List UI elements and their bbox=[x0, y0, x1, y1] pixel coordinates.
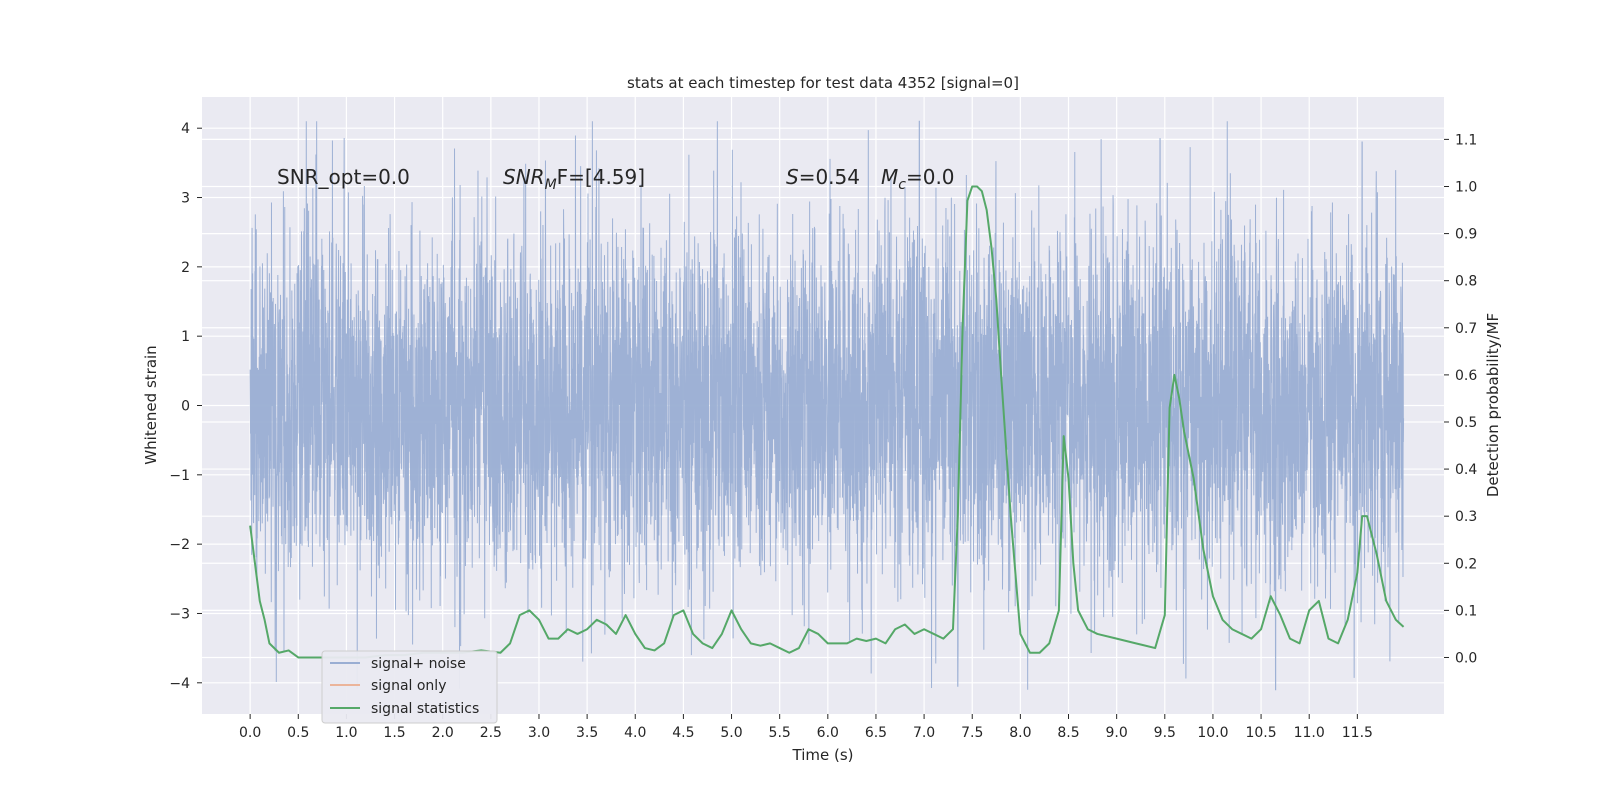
annotation-mc-sub: c bbox=[898, 177, 906, 193]
x-tick-label: 5.0 bbox=[720, 725, 742, 741]
x-tick-label: 11.5 bbox=[1342, 725, 1373, 741]
x-tick-label: 5.5 bbox=[769, 725, 791, 741]
y2-tick-label: 1.0 bbox=[1455, 179, 1477, 195]
y2-tick-label: 0.3 bbox=[1455, 509, 1477, 525]
x-axis-title: Time (s) bbox=[792, 746, 854, 764]
y-tick-label: −3 bbox=[169, 606, 190, 622]
x-tick-label: 8.5 bbox=[1057, 725, 1079, 741]
y2-tick-label: 0.0 bbox=[1455, 650, 1477, 666]
x-tick-label: 4.5 bbox=[672, 725, 694, 741]
x-tick-label: 3.0 bbox=[528, 725, 550, 741]
y2-tick-label: 0.6 bbox=[1455, 368, 1477, 384]
legend-label-signal-statistics: signal statistics bbox=[371, 701, 479, 717]
x-tick-label: 0.0 bbox=[239, 725, 261, 741]
y2-tick-label: 0.9 bbox=[1455, 227, 1477, 243]
y-tick-label: 3 bbox=[181, 191, 190, 207]
y2-tick-label: 1.1 bbox=[1455, 132, 1477, 148]
annotation-s-symbol: S bbox=[786, 165, 799, 189]
chart-title: stats at each timestep for test data 435… bbox=[627, 74, 1019, 92]
x-tick-label: 11.0 bbox=[1294, 725, 1325, 741]
x-tick-label: 10.0 bbox=[1197, 725, 1228, 741]
x-tick-label: 9.0 bbox=[1106, 725, 1128, 741]
x-tick-label: 2.0 bbox=[432, 725, 454, 741]
legend-label-signal-noise: signal+ noise bbox=[371, 656, 466, 672]
x-tick-label: 2.5 bbox=[480, 725, 502, 741]
y2-tick-label: 0.1 bbox=[1455, 603, 1477, 619]
series-signal-statistics bbox=[249, 185, 1405, 659]
annotation-snr-mf-sub: M bbox=[545, 177, 557, 193]
x-tick-label: 7.5 bbox=[961, 725, 983, 741]
legend-box bbox=[321, 650, 498, 724]
axes: 0.0 0.5 1.0 1.5 2.0 2.5 3.0 3.5 4.0 4.5 5.0 5.5 6.0 6… bbox=[169, 121, 1477, 741]
y2-axis-title: Detection probability/MF bbox=[1484, 313, 1502, 497]
x-tick-label: 6.5 bbox=[865, 725, 887, 741]
annotation-mc-symbol: M bbox=[881, 165, 898, 189]
y-tick-label: 4 bbox=[181, 121, 190, 137]
y2-tick-label: 0.5 bbox=[1455, 415, 1477, 431]
y-tick-label: −4 bbox=[169, 676, 190, 692]
legend: signal+ noise signal only signal statist… bbox=[321, 650, 498, 724]
y2-tick-label: 0.7 bbox=[1455, 321, 1477, 337]
x-tick-label: 4.0 bbox=[624, 725, 646, 741]
annotation-mc: Mc=0.0 bbox=[881, 165, 955, 193]
y2-tick-label: 0.2 bbox=[1455, 556, 1477, 572]
series-signal-noise bbox=[249, 120, 1405, 691]
x-tick-label: 6.0 bbox=[817, 725, 839, 741]
y2-tick-label: 0.8 bbox=[1455, 274, 1477, 290]
annotation-snr-opt: SNR_opt=0.0 bbox=[277, 165, 410, 189]
y-tick-label: 2 bbox=[181, 260, 190, 276]
annotation-s-value: =0.54 bbox=[799, 165, 860, 189]
y-tick-label: 1 bbox=[181, 329, 190, 345]
signal-noise-line bbox=[249, 120, 1405, 691]
signal-statistics-line bbox=[249, 185, 1405, 659]
x-tick-label: 0.5 bbox=[287, 725, 309, 741]
annotation-snr-mf: SNRMF=[4.59] bbox=[503, 165, 645, 193]
x-tick-label: 1.0 bbox=[335, 725, 357, 741]
annotation-mc-value: =0.0 bbox=[906, 165, 955, 189]
annotation-snr-mf-rest: F=[4.59] bbox=[557, 165, 645, 189]
y-tick-label: −1 bbox=[169, 468, 190, 484]
y-axis-title: Whitened strain bbox=[142, 345, 160, 464]
x-tick-label: 1.5 bbox=[383, 725, 405, 741]
x-tick-label: 7.0 bbox=[913, 725, 935, 741]
y-tick-label: −2 bbox=[169, 537, 190, 553]
annotation-s: S=0.54 bbox=[786, 165, 860, 189]
annotation-snr-mf-base: SNR bbox=[503, 165, 545, 189]
y-tick-label: 0 bbox=[181, 399, 190, 415]
x-tick-label: 8.0 bbox=[1009, 725, 1031, 741]
x-tick-label: 9.5 bbox=[1154, 725, 1176, 741]
y2-tick-label: 0.4 bbox=[1455, 462, 1477, 478]
x-tick-label: 10.5 bbox=[1245, 725, 1276, 741]
x-tick-label: 3.5 bbox=[576, 725, 598, 741]
legend-label-signal-only: signal only bbox=[371, 678, 446, 694]
